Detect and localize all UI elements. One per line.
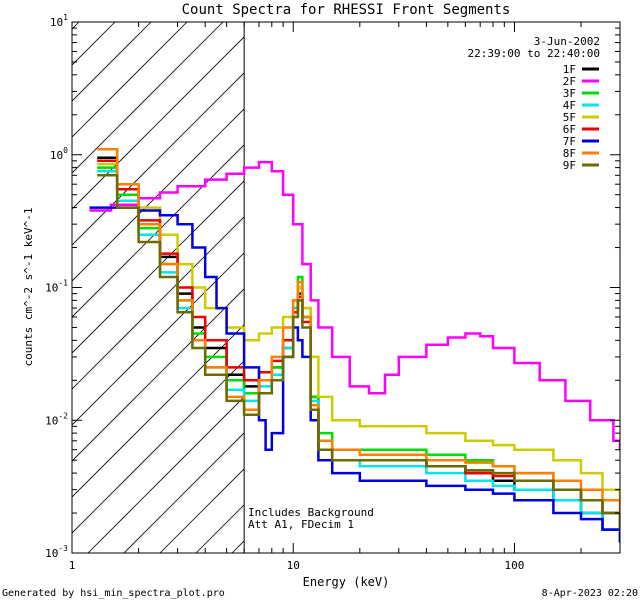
x-axis-label: Energy (keV) (303, 575, 390, 589)
series-9F-line (97, 174, 620, 530)
legend-date: 3-Jun-2002 (534, 35, 600, 48)
hatch-mask (244, 22, 620, 553)
hatch-line (72, 22, 332, 282)
y-tick-label: 10-2 (45, 411, 68, 427)
axis-ticks: 1 10 100 10-3 10-2 10-1 100 101 (45, 13, 621, 572)
series-7F-line (89, 206, 620, 543)
legend-label-1F: 1F (563, 63, 576, 76)
x-tick-label: 10 (287, 559, 300, 572)
y-tick-label: 100 (50, 146, 68, 162)
legend-label-5F: 5F (563, 111, 576, 124)
footer-timestamp: 8-Apr-2023 02:20 (542, 588, 638, 599)
legend-label-9F: 9F (563, 159, 576, 172)
legend-label-3F: 3F (563, 87, 576, 100)
chart-title: Count Spectra for RHESSI Front Segments (182, 2, 511, 18)
legend-label-4F: 4F (563, 99, 576, 112)
footer-generated-by: Generated by hsi_min_spectra_plot.pro (2, 588, 225, 599)
series-group (89, 148, 620, 543)
legend-label-7F: 7F (563, 135, 576, 148)
y-axis-label: counts cm^-2 s^-1 keV^-1 (22, 208, 35, 367)
legend-time-range: 22:39:00 to 22:40:00 (468, 47, 600, 60)
hatched-region (72, 22, 620, 553)
x-tick-label: 1 (69, 559, 76, 572)
legend-label-2F: 2F (563, 75, 576, 88)
legend-label-6F: 6F (563, 123, 576, 136)
hatch-line (72, 22, 188, 138)
y-tick-label: 10-3 (45, 544, 68, 560)
y-tick-label: 10-1 (45, 279, 68, 295)
hatch-line (72, 22, 296, 246)
hatch-line (72, 22, 260, 210)
y-tick-label: 101 (50, 13, 68, 29)
series-2F-line (89, 160, 620, 450)
annotation-background: Includes Background (248, 506, 374, 519)
hatch-line (72, 22, 224, 174)
series-8F-line (97, 148, 620, 513)
series-5F-line (97, 162, 620, 501)
annotation-attenuator: Att A1, FDecim 1 (248, 518, 354, 531)
legend-label-8F: 8F (563, 147, 576, 160)
x-tick-label: 100 (505, 559, 525, 572)
